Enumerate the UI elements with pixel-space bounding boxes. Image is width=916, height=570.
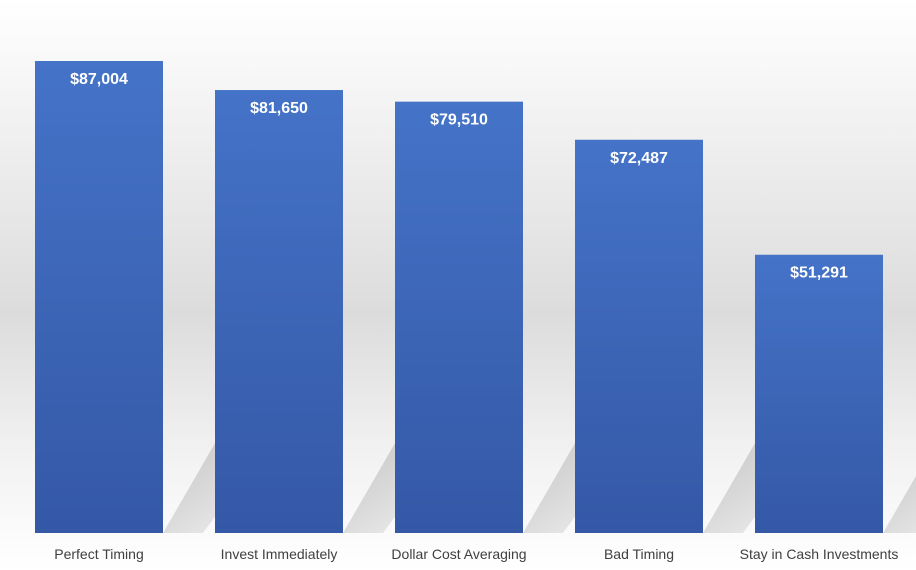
category-labels: Perfect Timing Invest Immediately Dollar C…: [54, 546, 898, 562]
bar-4: [575, 139, 703, 533]
bar-5: [755, 254, 883, 533]
category-label-2: Invest Immediately: [221, 546, 338, 562]
value-labels: $87,004 $81,650 $79,510 $72,487 $51,291: [70, 71, 848, 282]
category-label-1: Perfect Timing: [54, 546, 143, 562]
bar-shadow: [883, 476, 916, 533]
bar-3: [395, 101, 523, 533]
category-label-4: Bad Timing: [604, 546, 674, 562]
category-label-3: Dollar Cost Averaging: [391, 546, 526, 562]
category-label-5: Stay in Cash Investments: [740, 546, 899, 562]
data-label-3: $79,510: [430, 112, 488, 129]
bar-1: [35, 61, 163, 533]
data-label-5: $51,291: [790, 265, 848, 282]
data-label-1: $87,004: [70, 71, 128, 88]
data-label-4: $72,487: [610, 150, 668, 167]
data-label-2: $81,650: [250, 100, 308, 117]
bar-2: [215, 90, 343, 533]
bars: [35, 61, 883, 533]
